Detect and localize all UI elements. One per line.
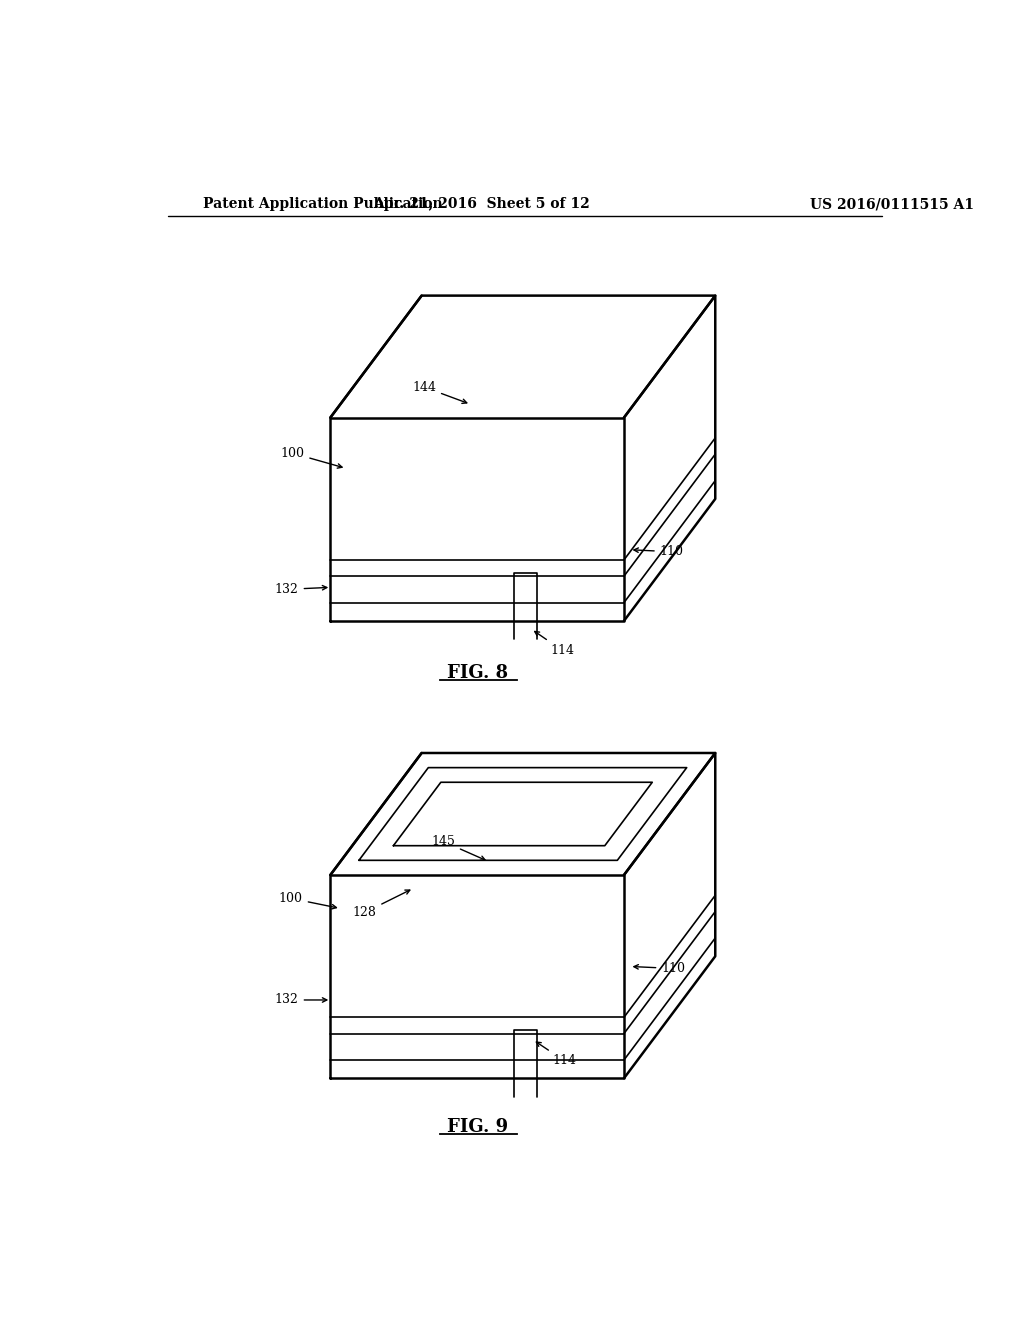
Text: US 2016/0111515 A1: US 2016/0111515 A1: [811, 197, 975, 211]
Text: Patent Application Publication: Patent Application Publication: [204, 197, 443, 211]
Text: 144: 144: [412, 380, 467, 404]
Text: FIG. 8: FIG. 8: [446, 664, 508, 681]
Text: 100: 100: [281, 446, 342, 469]
Text: 110: 110: [634, 545, 684, 558]
Text: 128: 128: [352, 890, 410, 919]
Text: 100: 100: [279, 892, 337, 909]
Text: FIG. 9: FIG. 9: [446, 1118, 508, 1137]
Text: 114: 114: [535, 631, 574, 657]
Text: 132: 132: [274, 994, 327, 1006]
Text: Apr. 21, 2016  Sheet 5 of 12: Apr. 21, 2016 Sheet 5 of 12: [373, 197, 590, 211]
Text: 110: 110: [634, 962, 685, 975]
Text: 114: 114: [537, 1041, 577, 1068]
Text: 132: 132: [274, 583, 327, 595]
Text: 145: 145: [431, 836, 485, 861]
